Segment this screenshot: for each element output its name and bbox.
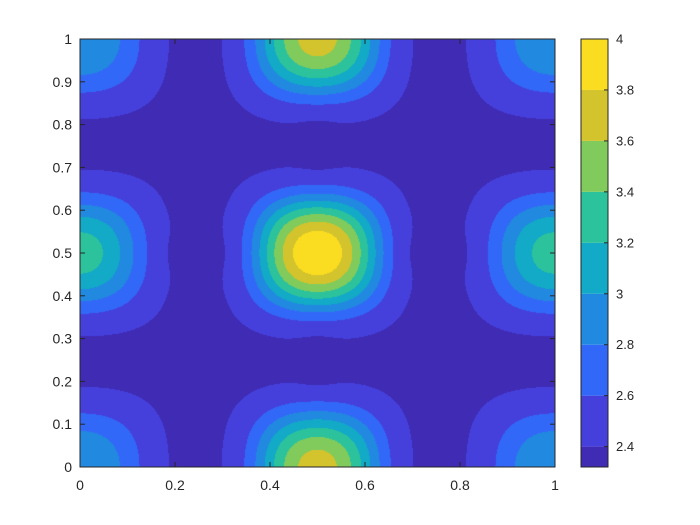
colorbar-band — [581, 344, 608, 396]
y-tick-label: 0.6 — [53, 202, 73, 218]
colorbar-frame — [580, 38, 609, 468]
colorbar-tick-label: 3.4 — [616, 184, 634, 199]
colorbar-tick-label: 3 — [616, 286, 623, 301]
x-axis-ticks: 0 0.2 0.4 0.6 0.8 1 — [76, 39, 559, 493]
colorbar-band — [581, 242, 608, 294]
y-tick-label: 0.3 — [53, 331, 73, 347]
y-tick-label: 0.8 — [53, 117, 73, 133]
colorbar-tick-label: 3.6 — [616, 133, 634, 148]
x-tick-label: 0.2 — [165, 477, 185, 493]
y-tick-label: 0.5 — [53, 245, 73, 261]
colorbar-tick-label: 3.8 — [616, 82, 634, 97]
x-tick-label: 0.6 — [355, 477, 375, 493]
y-tick-label: 0.9 — [53, 74, 73, 90]
y-tick-label: 1 — [64, 31, 72, 47]
x-tick-label: 1 — [551, 477, 559, 493]
x-tick-label: 0.8 — [450, 477, 470, 493]
colorbar-band — [581, 395, 608, 447]
colorbar-band — [581, 446, 608, 467]
y-tick-label: 0.2 — [53, 373, 73, 389]
colorbar-tick-label: 3.2 — [616, 235, 634, 250]
colorbar-band — [581, 293, 608, 345]
colorbar: 2.4 2.6 2.8 3 3.2 3.4 3.6 3.8 4 — [580, 32, 634, 468]
colorbar-band — [581, 140, 608, 192]
y-tick-label: 0 — [64, 459, 72, 475]
colorbar-tick-label: 2.4 — [616, 439, 634, 454]
colorbar-band — [581, 89, 608, 141]
y-tick-label: 0.4 — [53, 288, 73, 304]
contour-field-image — [80, 39, 555, 467]
y-axis-ticks: 0 0.1 0.2 0.3 0.4 0.5 0.6 0.7 0.8 0.9 1 — [53, 31, 555, 475]
colorbar-tick-label: 2.6 — [616, 388, 634, 403]
contour-plot-area — [80, 39, 555, 467]
x-tick-label: 0.4 — [260, 477, 280, 493]
colorbar-band — [581, 191, 608, 243]
colorbar-tick-label: 2.8 — [616, 337, 634, 352]
y-tick-label: 0.7 — [53, 159, 73, 175]
colorbar-band — [581, 39, 608, 90]
x-tick-label: 0 — [76, 477, 84, 493]
colorbar-tick-label: 4 — [616, 32, 623, 47]
y-tick-label: 0.1 — [53, 416, 73, 432]
